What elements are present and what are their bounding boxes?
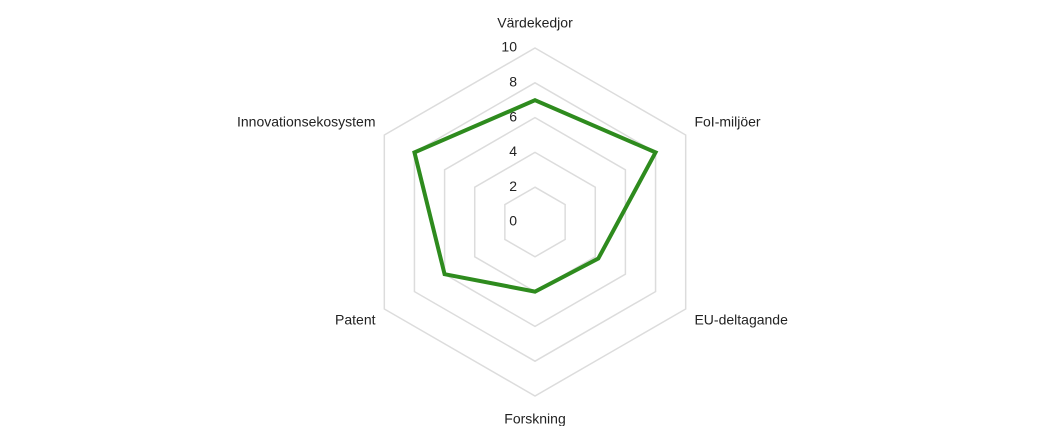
- grid-ring: [443, 116, 627, 328]
- data-line: [412, 98, 659, 294]
- y-tick-label: 4: [509, 143, 517, 159]
- y-tick-label: 10: [501, 39, 517, 55]
- axis-label: FoI-miljöer: [694, 114, 760, 130]
- y-tick-label: 2: [509, 178, 517, 194]
- axis-label: Innovationsekosystem: [237, 114, 376, 130]
- axis-label: Forskning: [504, 411, 565, 426]
- axis-label: EU-deltagande: [694, 312, 788, 328]
- y-tick-label: 6: [509, 108, 517, 124]
- grid-ring: [504, 186, 566, 258]
- y-tick-label: 8: [509, 74, 517, 90]
- y-tick-label: 0: [509, 213, 517, 229]
- axis-label: Patent: [335, 312, 376, 328]
- grid-ring: [383, 47, 687, 397]
- axis-label: Värdekedjor: [497, 15, 573, 31]
